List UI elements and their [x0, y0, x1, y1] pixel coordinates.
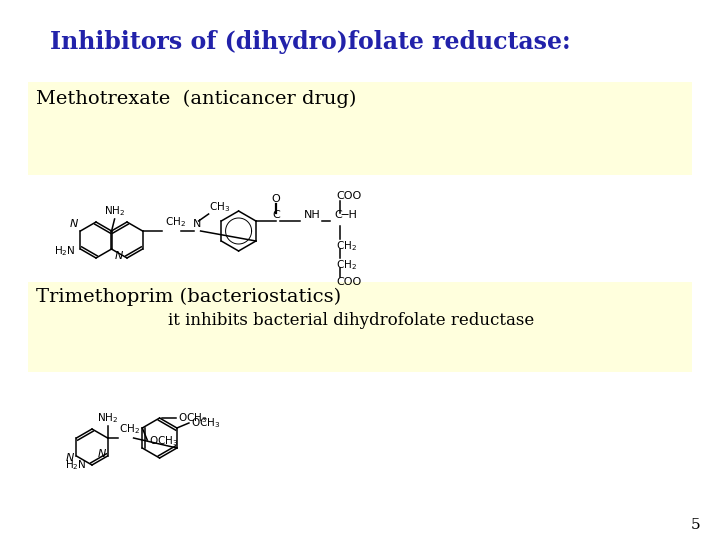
Text: N: N: [70, 219, 78, 229]
Bar: [28, 282, 692, 372]
Text: COO: COO: [336, 277, 361, 287]
Text: H$_2$N: H$_2$N: [54, 244, 76, 258]
Text: Trimethoprim (bacteriostatics): Trimethoprim (bacteriostatics): [36, 288, 341, 306]
Text: NH: NH: [304, 210, 320, 220]
Text: it inhibits bacterial dihydrofolate reductase: it inhibits bacterial dihydrofolate redu…: [168, 312, 534, 329]
Text: H$_2$N: H$_2$N: [66, 458, 87, 472]
Text: NH$_2$: NH$_2$: [104, 204, 125, 218]
Text: Inhibitors of (dihydro)folate reductase:: Inhibitors of (dihydro)folate reductase:: [50, 30, 571, 54]
Text: CH$_2$: CH$_2$: [119, 422, 140, 436]
Text: NH$_2$: NH$_2$: [97, 411, 118, 425]
Text: CH$_2$: CH$_2$: [336, 258, 357, 272]
Text: C: C: [272, 210, 280, 220]
Text: CH$_2$: CH$_2$: [336, 239, 357, 253]
Text: O: O: [271, 194, 280, 204]
Text: COO: COO: [336, 191, 361, 201]
Bar: [28, 82, 692, 175]
Text: N: N: [192, 219, 201, 229]
Text: Methotrexate  (anticancer drug): Methotrexate (anticancer drug): [36, 90, 356, 108]
Text: OCH$_3$: OCH$_3$: [191, 416, 220, 430]
Text: CH$_2$: CH$_2$: [165, 215, 186, 229]
Text: N: N: [66, 453, 74, 463]
Text: OCH$_3$: OCH$_3$: [178, 411, 207, 425]
Text: OCH$_3$: OCH$_3$: [149, 434, 179, 448]
Text: N: N: [114, 251, 123, 261]
Text: C─H: C─H: [334, 210, 357, 220]
Text: N: N: [97, 449, 106, 459]
Text: CH$_3$: CH$_3$: [209, 200, 230, 214]
Text: 5: 5: [690, 518, 700, 532]
